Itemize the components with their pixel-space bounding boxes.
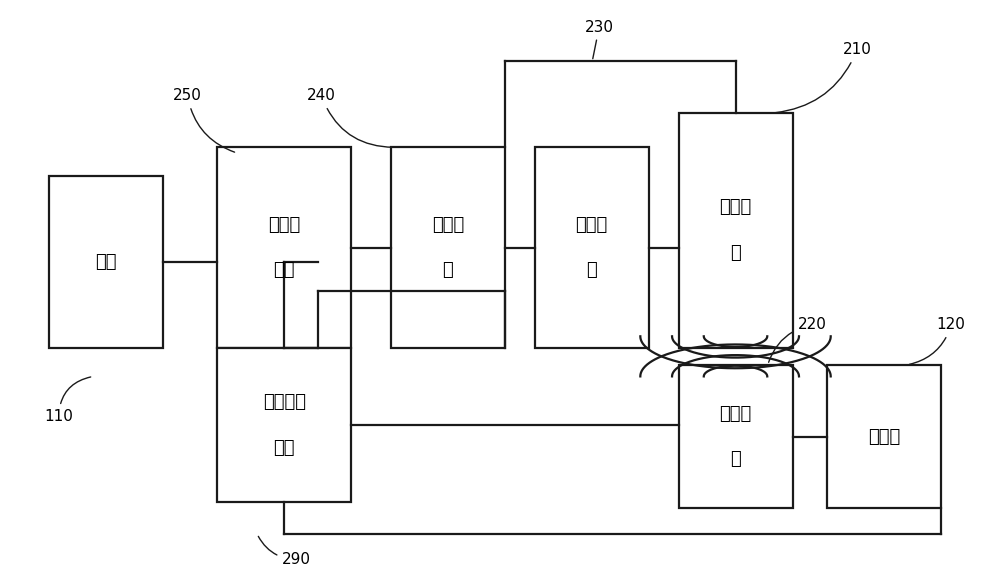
- Text: 240: 240: [307, 88, 393, 148]
- Text: 圈: 圈: [730, 450, 741, 468]
- Bar: [679, 113, 793, 348]
- Text: 元: 元: [586, 261, 597, 279]
- Text: 第二线: 第二线: [719, 404, 752, 422]
- Text: 单元: 单元: [274, 261, 295, 279]
- Text: 210: 210: [775, 42, 871, 113]
- Text: 闪光灯: 闪光灯: [868, 428, 900, 446]
- Text: 元: 元: [443, 261, 453, 279]
- Bar: [49, 176, 163, 348]
- Bar: [391, 148, 505, 348]
- Bar: [679, 365, 793, 508]
- Text: 250: 250: [173, 88, 235, 152]
- Text: 120: 120: [909, 317, 966, 364]
- Text: 290: 290: [258, 536, 311, 567]
- Text: 110: 110: [44, 377, 91, 424]
- Text: 检测控制: 检测控制: [263, 393, 306, 411]
- Text: 第一线: 第一线: [719, 199, 752, 217]
- Text: 圈: 圈: [730, 244, 741, 262]
- Bar: [217, 348, 351, 503]
- Text: 升压单: 升压单: [576, 216, 608, 234]
- Bar: [217, 148, 351, 348]
- Bar: [535, 148, 649, 348]
- Text: 单元: 单元: [274, 439, 295, 457]
- Text: 电池: 电池: [95, 253, 117, 271]
- Bar: [827, 365, 941, 508]
- Text: 220: 220: [769, 317, 827, 363]
- Text: 整流桥: 整流桥: [268, 216, 300, 234]
- Text: 切换单: 切换单: [432, 216, 464, 234]
- Text: 230: 230: [585, 20, 614, 59]
